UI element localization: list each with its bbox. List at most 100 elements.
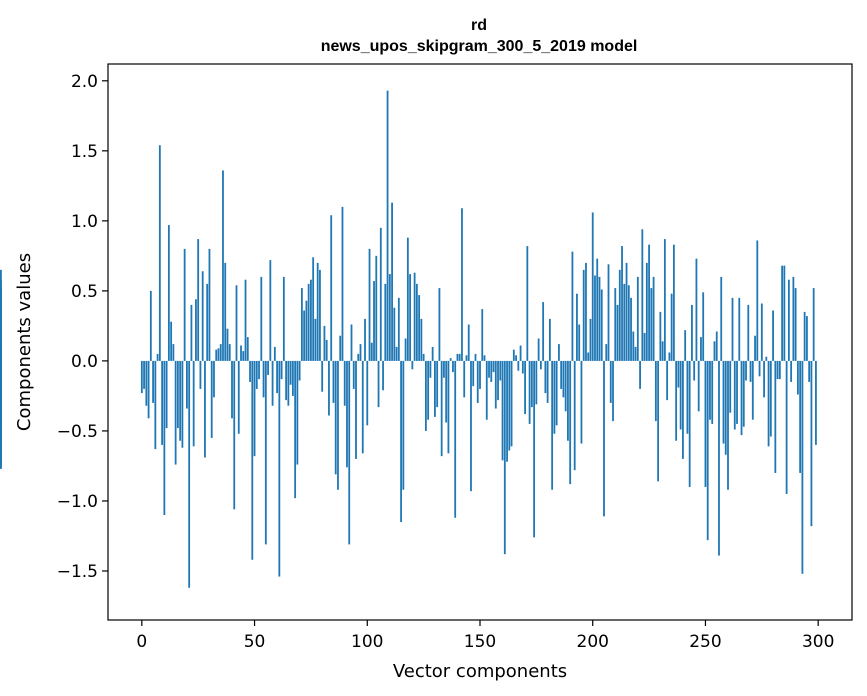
- bar: [616, 304, 619, 361]
- bar: [197, 239, 200, 361]
- bar: [607, 264, 610, 361]
- bar: [228, 344, 231, 361]
- bar: [370, 342, 373, 361]
- bar: [307, 283, 310, 361]
- bar: [745, 360, 747, 381]
- bar: [767, 360, 770, 447]
- bar: [567, 360, 569, 441]
- bar: [736, 360, 738, 424]
- bar: [357, 353, 360, 361]
- bar: [343, 360, 346, 406]
- bar: [758, 360, 761, 377]
- bar: [316, 262, 319, 361]
- bars-group: [0, 90, 817, 588]
- bar: [172, 344, 175, 361]
- bar: [582, 269, 585, 361]
- bar: [406, 237, 409, 361]
- bar: [375, 255, 378, 361]
- y-tick-label: 0.5: [71, 282, 98, 302]
- x-tick-label: 300: [802, 632, 834, 652]
- bar: [618, 269, 621, 361]
- y-tick-label: −1.5: [57, 562, 98, 582]
- bar: [438, 288, 441, 361]
- bar: [472, 360, 475, 387]
- x-axis-ticks: 0 50 100 150 200 250 300: [136, 620, 834, 652]
- bar: [240, 345, 242, 361]
- bar: [614, 288, 617, 361]
- bar: [176, 360, 179, 429]
- bar: [479, 360, 481, 389]
- bar: [715, 331, 718, 361]
- bar: [413, 272, 416, 361]
- bar: [636, 276, 639, 361]
- bar: [506, 360, 508, 462]
- bar: [684, 330, 687, 361]
- bar: [273, 346, 276, 361]
- bar: [497, 360, 499, 401]
- bar: [476, 360, 479, 403]
- bar: [778, 360, 781, 380]
- bar: [560, 360, 563, 389]
- bar: [796, 360, 799, 395]
- bar: [668, 352, 671, 361]
- bar: [269, 260, 272, 361]
- bar: [330, 215, 333, 361]
- bar: [713, 341, 716, 361]
- bar: [154, 360, 157, 450]
- bar: [224, 262, 227, 361]
- bar: [803, 311, 806, 361]
- bar: [447, 360, 450, 454]
- bar: [754, 335, 756, 361]
- bar: [195, 299, 197, 361]
- x-axis-label: Vector components: [393, 661, 567, 682]
- bar: [253, 360, 256, 457]
- bar: [382, 360, 384, 391]
- bar: [603, 360, 605, 517]
- bar: [564, 360, 567, 412]
- bar: [675, 360, 678, 441]
- bar: [530, 360, 533, 408]
- bar: [794, 288, 797, 361]
- bar: [763, 360, 765, 398]
- bar: [738, 297, 741, 361]
- bar: [456, 353, 459, 361]
- bar: [192, 360, 195, 447]
- bar: [605, 344, 608, 361]
- x-tick-label: 100: [351, 632, 383, 652]
- bar: [161, 360, 164, 445]
- bar: [415, 283, 418, 361]
- bar: [312, 257, 315, 361]
- bar: [350, 324, 353, 361]
- bar: [747, 304, 750, 361]
- bar: [810, 360, 813, 527]
- bar: [720, 276, 723, 361]
- bar: [706, 360, 709, 541]
- bar: [733, 360, 736, 430]
- bar: [233, 360, 236, 510]
- bar: [799, 360, 802, 473]
- bar: [634, 346, 637, 361]
- bar: [609, 360, 612, 403]
- bar: [751, 360, 754, 420]
- bar: [341, 206, 344, 361]
- bar: [569, 360, 572, 485]
- x-tick-label: 250: [689, 632, 721, 652]
- bar: [235, 285, 238, 361]
- x-tick-label: 200: [577, 632, 609, 652]
- bar: [630, 297, 632, 361]
- bar: [481, 309, 484, 361]
- bar: [395, 346, 398, 361]
- bar: [704, 360, 707, 487]
- bar: [325, 339, 328, 361]
- bar: [697, 360, 700, 412]
- x-tick-label: 50: [244, 632, 266, 652]
- bar: [0, 360, 2, 419]
- bar: [765, 356, 768, 361]
- bar: [355, 360, 357, 459]
- bar: [361, 360, 364, 454]
- bar: [249, 360, 251, 382]
- bar: [623, 283, 626, 361]
- bar: [657, 360, 660, 482]
- bar: [0, 360, 2, 378]
- bar: [625, 262, 628, 361]
